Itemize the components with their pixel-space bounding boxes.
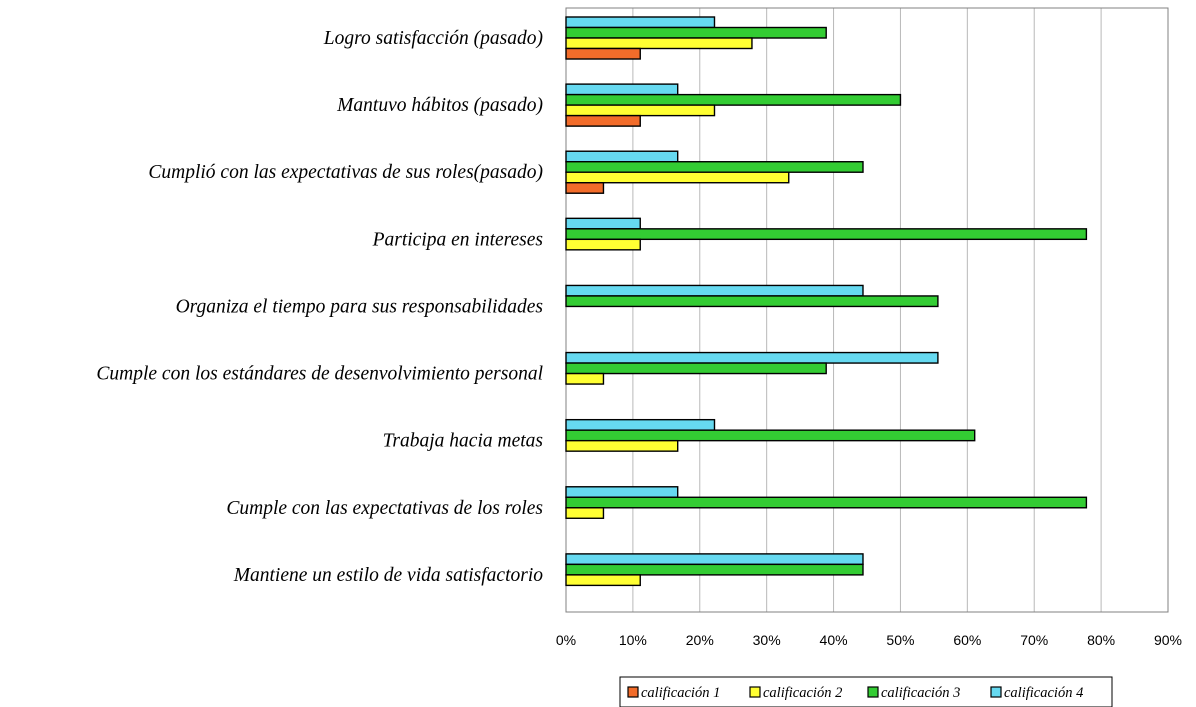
x-tick-label: 90%: [1154, 632, 1182, 648]
bar-calificación-1: [565, 182, 605, 194]
x-axis-tick-labels: 0% 10% 20% 30% 40% 50% 60% 70% 80% 90%: [556, 632, 1182, 648]
bar-calificación-3: [565, 161, 864, 173]
legend-label: calificación 2: [763, 685, 842, 701]
bar-calificación-4: [565, 83, 679, 96]
bar-calificación-3: [565, 26, 827, 39]
bar-calificación-2: [565, 574, 641, 587]
category-label: Trabaja hacia metas: [383, 431, 543, 452]
category-labels: Logro satisfacción (pasado) Mantuvo hábit…: [96, 28, 543, 586]
bar-calificación-4: [565, 150, 679, 163]
bar-calificación-1: [565, 114, 641, 127]
bar-calificación-2: [565, 37, 753, 50]
bar-calificación-2: [565, 104, 716, 117]
bar-calificación-3: [565, 362, 827, 375]
bar-calificación-3: [565, 93, 902, 106]
bar-calificación-2: [565, 507, 605, 519]
category-label: Cumple con las expectativas de los roles: [226, 498, 543, 519]
x-tick-label: 60%: [953, 632, 981, 648]
bar-calificación-4: [565, 351, 939, 364]
bar-calificación-3: [565, 228, 1088, 241]
bar-calificación-4: [565, 553, 864, 566]
bar-calificación-2: [565, 238, 641, 251]
bar-calificación-2: [565, 372, 605, 385]
bar-calificación-4: [565, 16, 716, 29]
legend-box: [619, 676, 1113, 707]
x-tick-label: 40%: [820, 632, 848, 648]
x-tick-label: 80%: [1087, 632, 1115, 648]
category-label: Cumple con los estándares de desenvolvim…: [96, 364, 543, 385]
bar-calificación-3: [565, 429, 976, 442]
bar-calificación-1: [565, 47, 641, 60]
legend-swatch: [627, 686, 639, 698]
category-label: Logro satisfacción (pasado): [323, 28, 543, 49]
legend-swatch: [990, 686, 1002, 698]
bar-calificación-4: [565, 284, 864, 297]
category-label: Participa en intereses: [372, 229, 543, 250]
bar-calificación-3: [565, 496, 1088, 509]
x-tick-label: 70%: [1020, 632, 1048, 648]
bar-calificación-4: [565, 217, 641, 230]
plot-area: [565, 7, 1169, 613]
bar-calificación-4: [565, 418, 716, 431]
bar-calificación-3: [565, 563, 864, 576]
x-tick-label: 0%: [556, 632, 576, 648]
legend-swatch: [867, 686, 879, 698]
x-tick-label: 50%: [886, 632, 914, 648]
category-label: Organiza el tiempo para sus responsabili…: [176, 296, 543, 317]
legend-label: calificación 1: [641, 685, 720, 701]
bar-calificación-2: [565, 439, 679, 452]
x-tick-label: 20%: [686, 632, 714, 648]
bar-calificación-4: [565, 486, 679, 498]
category-label: Cumplió con las expectativas de sus role…: [148, 162, 543, 183]
bar-calificación-2: [565, 171, 790, 184]
legend-swatch: [749, 686, 761, 698]
legend-label: calificación 4: [1004, 685, 1083, 701]
x-tick-label: 10%: [619, 632, 647, 648]
category-label: Mantiene un estilo de vida satisfactorio: [233, 565, 543, 586]
x-tick-label: 30%: [753, 632, 781, 648]
bars: [565, 16, 1088, 587]
legend-label: calificación 3: [881, 685, 960, 701]
bar-calificación-3: [565, 295, 939, 308]
legend: calificación 1 calificación 2 calificación…: [619, 676, 1113, 707]
category-label: Mantuvo hábitos (pasado): [336, 95, 543, 116]
